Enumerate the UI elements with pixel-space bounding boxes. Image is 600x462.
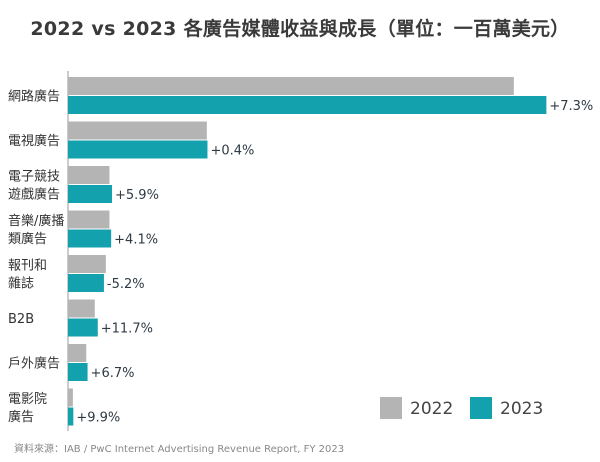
bar-2023 bbox=[68, 318, 98, 337]
category-label: 類廣告 bbox=[8, 232, 47, 247]
bar-2023 bbox=[68, 363, 88, 381]
bar-2022 bbox=[68, 344, 87, 362]
source-note: 資料來源：IAB / PwC Internet Advertising Reve… bbox=[14, 444, 345, 455]
category-label: 遊戲廣告 bbox=[8, 188, 60, 203]
bar-2023 bbox=[68, 407, 74, 426]
category-label: 電影院 bbox=[8, 392, 47, 407]
category-label: 雜誌 bbox=[8, 276, 34, 292]
growth-label: -5.2% bbox=[107, 277, 145, 292]
bar-2022 bbox=[68, 77, 514, 95]
category-label: B2B bbox=[8, 312, 34, 327]
category-label: 廣告 bbox=[8, 410, 34, 425]
bar-2022 bbox=[68, 255, 106, 273]
bar-2022 bbox=[68, 121, 207, 140]
bar-2022 bbox=[68, 166, 110, 184]
growth-label: +11.7% bbox=[101, 322, 153, 337]
bar-2023 bbox=[68, 185, 113, 203]
bar-2023 bbox=[68, 96, 547, 114]
legend-label: 2023 bbox=[500, 399, 543, 419]
bar-2022 bbox=[68, 388, 73, 407]
bar-2023 bbox=[68, 140, 208, 159]
growth-label: +9.9% bbox=[76, 411, 120, 426]
category-label: 戶外廣告 bbox=[8, 357, 60, 372]
category-label: 網路廣告 bbox=[8, 89, 60, 105]
growth-label: +7.3% bbox=[549, 99, 593, 114]
bar-2023 bbox=[68, 274, 104, 292]
chart-title: 2022 vs 2023 各廣告媒體收益與成長（單位：一百萬美元） bbox=[30, 18, 570, 40]
legend-swatch bbox=[380, 397, 402, 419]
growth-label: +6.7% bbox=[91, 366, 135, 381]
bar-2022 bbox=[68, 299, 95, 318]
bar-2022 bbox=[68, 210, 110, 229]
bar-2023 bbox=[68, 229, 112, 248]
growth-label: +5.9% bbox=[115, 188, 159, 203]
growth-label: +4.1% bbox=[114, 233, 158, 248]
legend-label: 2022 bbox=[410, 399, 453, 419]
category-label: 電視廣告 bbox=[8, 134, 60, 149]
legend-swatch bbox=[470, 397, 492, 419]
growth-label: +0.4% bbox=[210, 144, 254, 159]
category-label: 音樂/廣播 bbox=[8, 213, 64, 229]
category-label: 報刊和 bbox=[8, 259, 47, 274]
category-label: 電子競技 bbox=[8, 170, 60, 185]
